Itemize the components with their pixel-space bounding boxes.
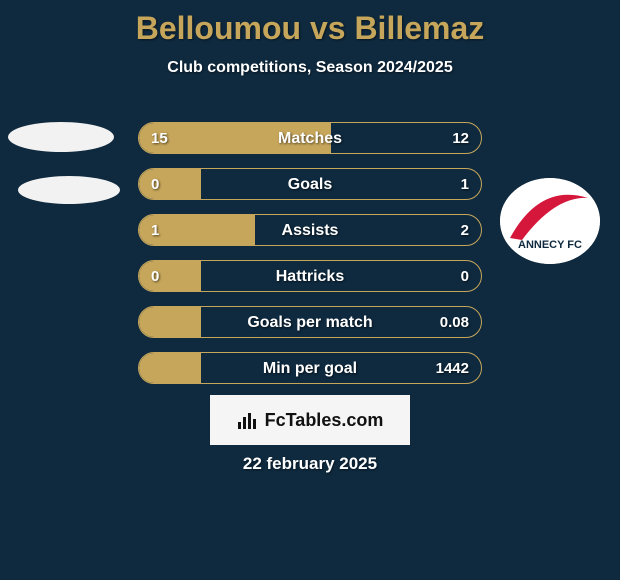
stat-right-value: 0.08 — [440, 307, 469, 338]
stat-label: Goals per match — [139, 307, 481, 338]
stat-row-hattricks: 0 Hattricks 0 — [138, 260, 482, 292]
player-left-badge-2 — [18, 176, 120, 204]
date-text: 22 february 2025 — [0, 454, 620, 474]
title: Belloumou vs Billemaz — [0, 0, 620, 47]
stat-right-value: 2 — [461, 215, 469, 246]
subtitle: Club competitions, Season 2024/2025 — [0, 59, 620, 77]
stat-row-goals: 0 Goals 1 — [138, 168, 482, 200]
stat-row-goals-per-match: Goals per match 0.08 — [138, 306, 482, 338]
annecy-label: ANNECY FC — [518, 239, 582, 251]
stat-right-value: 1 — [461, 169, 469, 200]
stat-right-value: 1442 — [436, 353, 469, 384]
annecy-fc-logo: ANNECY FC — [500, 178, 600, 264]
stat-label: Assists — [139, 215, 481, 246]
stat-right-value: 0 — [461, 261, 469, 292]
stat-bars: 15 Matches 12 0 Goals 1 1 Assists 2 0 Ha… — [138, 122, 482, 398]
watermark-bars-icon — [237, 410, 259, 430]
stat-row-assists: 1 Assists 2 — [138, 214, 482, 246]
infographic-canvas: Belloumou vs Billemaz Club competitions,… — [0, 0, 620, 580]
stat-row-min-per-goal: Min per goal 1442 — [138, 352, 482, 384]
stat-row-matches: 15 Matches 12 — [138, 122, 482, 154]
stat-label: Min per goal — [139, 353, 481, 384]
stat-right-value: 12 — [452, 123, 469, 154]
stat-label: Matches — [139, 123, 481, 154]
stat-label: Hattricks — [139, 261, 481, 292]
stat-label: Goals — [139, 169, 481, 200]
watermark-text: FcTables.com — [265, 410, 384, 431]
watermark: FcTables.com — [210, 395, 410, 445]
player-left-badge-1 — [8, 122, 114, 152]
